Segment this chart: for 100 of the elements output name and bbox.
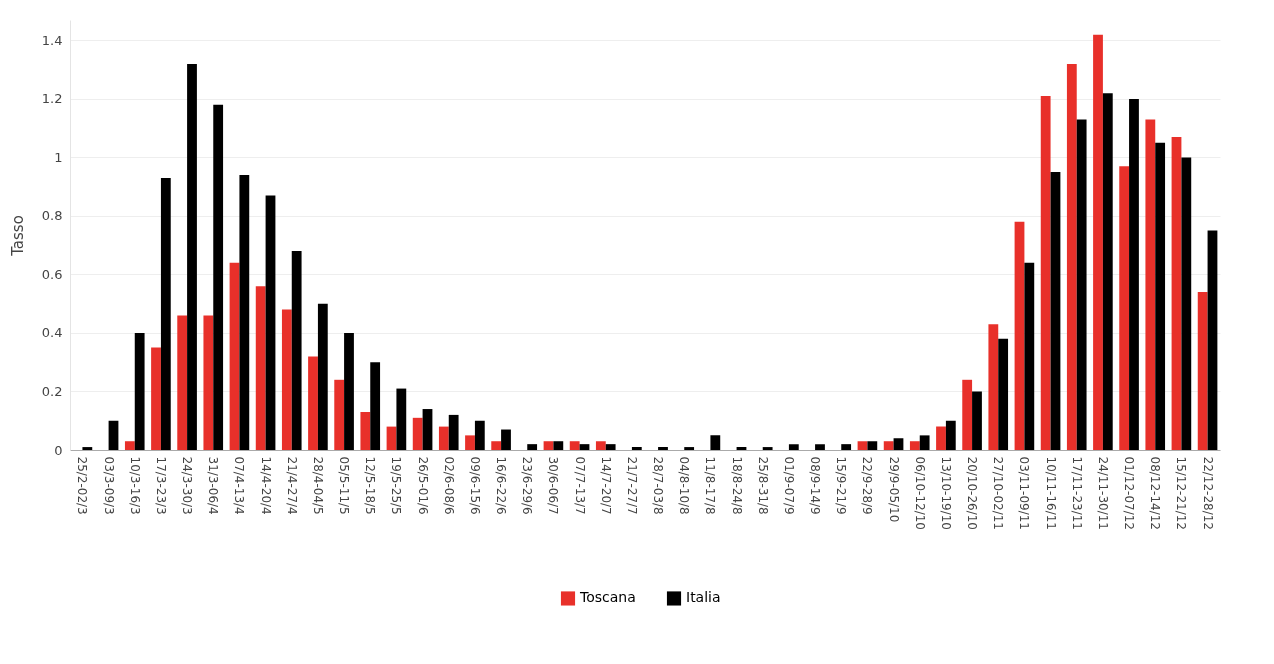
bar bbox=[527, 444, 538, 450]
x-tick-label: 21/4-27/4 bbox=[284, 456, 299, 515]
bar bbox=[1197, 292, 1208, 450]
bar bbox=[893, 438, 904, 450]
bar bbox=[229, 262, 240, 450]
bar bbox=[281, 309, 292, 450]
bar bbox=[187, 63, 197, 450]
bar bbox=[945, 420, 956, 450]
y-tick-label: 1 bbox=[54, 149, 63, 165]
x-tick-label: 31/3-06/4 bbox=[206, 456, 221, 515]
x-tick-label: 16/6-22/6 bbox=[494, 456, 509, 515]
bar bbox=[998, 338, 1009, 450]
x-tick-label: 18/8-24/8 bbox=[729, 456, 744, 515]
x-tick-label: 10/3-16/3 bbox=[127, 456, 142, 515]
bar bbox=[710, 435, 721, 450]
bar bbox=[1119, 166, 1130, 450]
bar bbox=[396, 388, 407, 450]
x-tick-label: 24/11-30/11 bbox=[1095, 456, 1110, 530]
bar bbox=[203, 315, 214, 450]
bar bbox=[1171, 137, 1182, 450]
bar bbox=[972, 391, 982, 450]
y-tick-label: 0.2 bbox=[41, 384, 63, 399]
bar bbox=[422, 409, 433, 450]
x-tick-label: 05/5-11/5 bbox=[337, 456, 352, 515]
x-tick-label: 15/9-21/9 bbox=[834, 456, 849, 515]
bar bbox=[1181, 157, 1192, 450]
bar bbox=[344, 332, 354, 450]
x-tick-label: 09/6-15/6 bbox=[467, 456, 482, 515]
bar bbox=[1093, 34, 1103, 450]
bar bbox=[553, 441, 564, 450]
x-tick-label: 24/3-30/3 bbox=[180, 456, 195, 515]
y-tick-label: 0.4 bbox=[41, 325, 63, 341]
x-tick-label: 28/7-03/8 bbox=[651, 456, 666, 515]
bar bbox=[1129, 98, 1139, 450]
bar bbox=[465, 435, 475, 450]
y-tick-label: 0 bbox=[54, 442, 63, 458]
bar bbox=[631, 447, 642, 450]
bar bbox=[684, 447, 695, 450]
bar bbox=[1145, 119, 1156, 450]
bar bbox=[124, 441, 135, 450]
y-tick-label: 1.2 bbox=[41, 91, 63, 107]
bar bbox=[317, 303, 328, 450]
x-tick-label: 14/4-20/4 bbox=[258, 456, 273, 515]
x-tick-label: 25/2-02/3 bbox=[75, 456, 90, 515]
bar bbox=[151, 347, 161, 450]
bar bbox=[543, 441, 554, 450]
bar bbox=[334, 379, 345, 450]
bar bbox=[883, 441, 894, 450]
bar bbox=[448, 414, 459, 450]
x-tick-label: 10/11-16/11 bbox=[1043, 456, 1058, 530]
x-tick-label: 01/12-07/12 bbox=[1122, 456, 1137, 530]
x-tick-label: 22/12-28/12 bbox=[1200, 456, 1215, 530]
bar bbox=[501, 429, 511, 450]
bar bbox=[491, 441, 502, 450]
bar bbox=[658, 447, 668, 450]
bar bbox=[213, 104, 224, 450]
bar bbox=[762, 447, 773, 450]
bar bbox=[1066, 63, 1077, 450]
bar bbox=[412, 417, 423, 450]
y-tick-label: 0.8 bbox=[41, 208, 63, 224]
bar bbox=[988, 324, 999, 450]
bar bbox=[108, 420, 119, 450]
x-tick-label: 15/12-21/12 bbox=[1174, 456, 1189, 530]
bar bbox=[579, 444, 590, 450]
x-tick-label: 03/3-09/3 bbox=[101, 456, 116, 515]
bar bbox=[788, 444, 799, 450]
x-tick-label: 07/4-13/4 bbox=[232, 456, 247, 515]
bar bbox=[177, 315, 188, 450]
bar bbox=[1155, 142, 1166, 450]
bar bbox=[308, 356, 318, 450]
bar bbox=[841, 444, 852, 450]
x-tick-label: 06/10-12/10 bbox=[912, 456, 927, 530]
bar bbox=[1024, 262, 1035, 450]
bar bbox=[1076, 119, 1087, 450]
bar bbox=[919, 435, 930, 450]
bar bbox=[291, 251, 302, 450]
y-tick-label: 1.4 bbox=[41, 32, 63, 48]
x-tick-label: 17/11-23/11 bbox=[1069, 456, 1084, 530]
x-tick-label: 20/10-26/10 bbox=[965, 456, 980, 530]
bar bbox=[160, 177, 171, 450]
x-tick-label: 25/8-31/8 bbox=[755, 456, 770, 515]
bar bbox=[1050, 172, 1061, 450]
x-tick-label: 01/9-07/9 bbox=[781, 456, 796, 515]
bar bbox=[736, 447, 747, 450]
bar bbox=[370, 362, 381, 450]
x-tick-label: 26/5-01/6 bbox=[415, 456, 430, 515]
bar bbox=[867, 441, 878, 450]
bar bbox=[1040, 96, 1051, 450]
bar bbox=[962, 379, 973, 450]
bar bbox=[474, 420, 485, 450]
x-tick-label: 13/10-19/10 bbox=[938, 456, 953, 530]
bar bbox=[438, 426, 449, 450]
x-tick-label: 23/6-29/6 bbox=[520, 456, 535, 515]
bar bbox=[360, 411, 371, 450]
bar bbox=[595, 441, 606, 450]
x-tick-label: 02/6-08/6 bbox=[441, 456, 456, 515]
bar bbox=[1102, 93, 1113, 450]
x-tick-label: 08/12-14/12 bbox=[1148, 456, 1163, 530]
x-tick-label: 04/8-10/8 bbox=[677, 456, 692, 515]
bar bbox=[815, 444, 825, 450]
